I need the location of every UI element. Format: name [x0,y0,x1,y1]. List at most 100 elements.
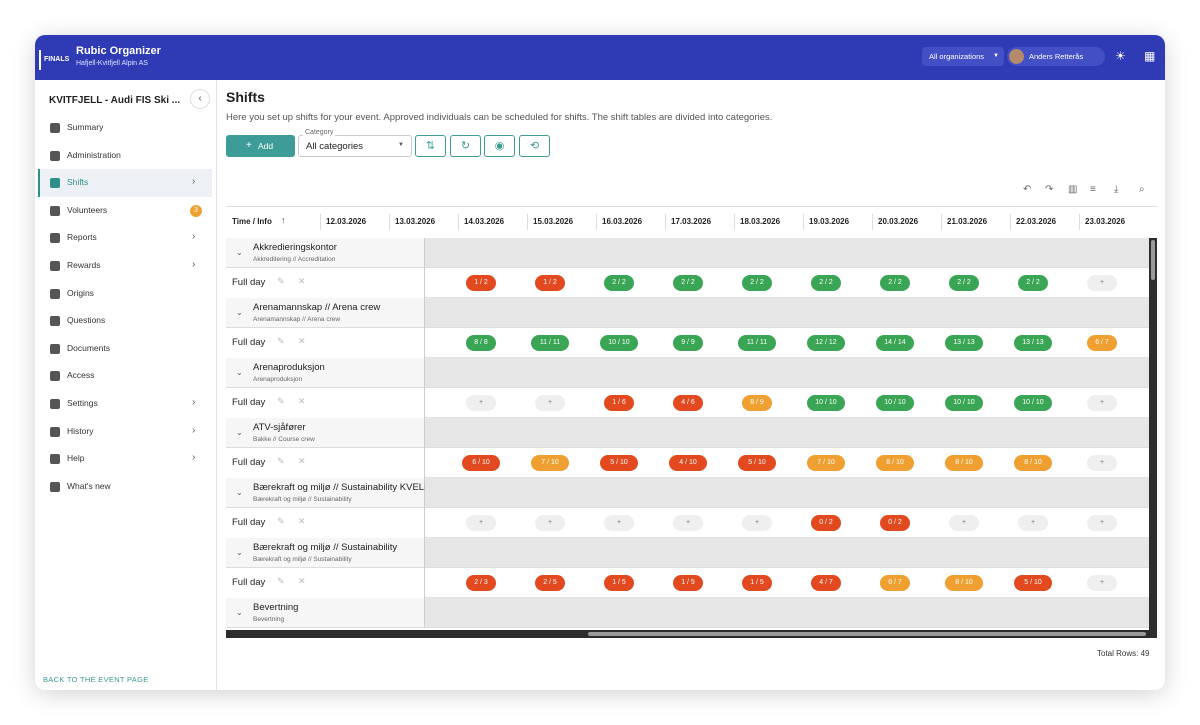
icon-button[interactable]: ↻ [450,135,481,157]
shift-pill[interactable]: 8 / 8 [466,335,496,351]
column-header[interactable]: 17.03.2026 [671,217,712,226]
icon-button[interactable]: ⟲ [519,135,550,157]
delete-icon[interactable]: ✕ [298,336,306,346]
menu-item[interactable]: What's new [67,480,111,491]
delete-icon[interactable]: ✕ [298,276,306,286]
shift-pill[interactable]: 6 / 7 [1087,335,1117,351]
shift-pill[interactable]: 4 / 6 [673,395,703,411]
expand-chevron[interactable]: ⌄ [236,308,243,317]
collapse-button[interactable]: ‹ [190,89,210,109]
add-button[interactable]: Add [226,135,295,157]
shift-pill[interactable]: + [1087,515,1117,531]
delete-icon[interactable]: ✕ [298,516,306,526]
shift-pill[interactable]: + [1087,455,1117,471]
menu-item[interactable]: Summary [67,122,104,132]
toolbar-icon[interactable]: ↷ [1045,184,1054,195]
expand-chevron[interactable]: ⌄ [236,548,243,557]
column-header[interactable]: 23.03.2026 [1085,217,1126,226]
column-header[interactable]: 15.03.2026 [533,217,574,226]
column-header[interactable]: 14.03.2026 [464,217,505,226]
shift-pill[interactable]: + [1018,515,1048,531]
theme-toggle[interactable]: ☀ [1115,49,1126,63]
delete-icon[interactable]: ✕ [298,456,306,466]
shift-pill[interactable]: 8 / 10 [945,455,983,471]
shift-pill[interactable]: 10 / 10 [876,395,914,411]
column-header[interactable]: 20.03.2026 [878,217,919,226]
toolbar-icon[interactable]: ≡ [1090,184,1096,195]
shift-pill[interactable]: + [1087,275,1117,291]
column-header[interactable]: 21.03.2026 [947,217,988,226]
shift-pill[interactable]: 11 / 11 [738,335,776,351]
shift-pill[interactable]: 2 / 2 [604,275,634,291]
shift-pill[interactable]: 10 / 10 [945,395,983,411]
menu-item[interactable]: Shifts [67,177,89,188]
column-header[interactable]: 12.03.2026 [326,217,367,226]
menu-item[interactable]: Help [67,453,85,464]
edit-icon[interactable]: ✎ [277,516,285,526]
menu-item[interactable]: Reports [67,232,97,243]
shift-pill[interactable]: 12 / 12 [807,335,845,351]
expand-chevron[interactable]: ⌄ [236,368,243,377]
shift-pill[interactable]: 2 / 2 [949,275,979,291]
shift-pill[interactable]: 0 / 2 [880,515,910,531]
shift-pill[interactable]: 2 / 2 [742,275,772,291]
category-select[interactable]: All categories [298,135,412,157]
shift-pill[interactable]: + [673,515,703,531]
expand-chevron[interactable]: ⌄ [236,488,243,497]
shift-pill[interactable]: 5 / 10 [600,455,638,471]
toolbar-icon[interactable]: ↶ [1023,184,1032,195]
shift-pill[interactable]: + [604,515,634,531]
column-header[interactable]: 18.03.2026 [740,217,781,226]
shift-pill[interactable]: 2 / 5 [535,575,565,591]
menu-item[interactable]: Volunteers [67,204,108,215]
shift-pill[interactable]: 9 / 9 [673,335,703,351]
icon-button[interactable]: ◉ [484,135,515,157]
column-header[interactable]: 19.03.2026 [809,217,850,226]
shift-pill[interactable]: 13 / 13 [945,335,983,351]
toolbar-icon[interactable]: ▥ [1068,184,1078,195]
expand-chevron[interactable]: ⌄ [236,248,243,257]
shift-pill[interactable]: 2 / 3 [466,575,496,591]
column-header[interactable]: Time / Info [232,217,272,226]
menu-item[interactable]: Administration [67,149,121,160]
shift-pill[interactable]: 4 / 7 [811,575,841,591]
menu-item[interactable]: Origins [67,287,94,298]
shift-pill[interactable]: 1 / 6 [604,395,634,411]
shift-pill[interactable]: 2 / 2 [811,275,841,291]
delete-icon[interactable]: ✕ [298,576,306,586]
shift-pill[interactable]: 6 / 7 [880,575,910,591]
shift-pill[interactable]: 8 / 10 [945,575,983,591]
org-select[interactable]: All organizations ▼ [922,47,1004,66]
delete-icon[interactable]: ✕ [298,396,306,406]
menu-item[interactable]: Documents [67,342,110,353]
column-header[interactable]: 13.03.2026 [395,217,436,226]
shift-pill[interactable]: + [466,515,496,531]
expand-chevron[interactable]: ⌄ [236,608,243,617]
shift-pill[interactable]: 6 / 10 [462,455,500,471]
user-menu[interactable]: Anders Retterås [1007,47,1105,66]
shift-pill[interactable]: + [535,395,565,411]
shift-pill[interactable]: 2 / 2 [1018,275,1048,291]
shift-pill[interactable]: 14 / 14 [876,335,914,351]
edit-icon[interactable]: ✎ [277,576,285,586]
menu-item[interactable]: Access [67,370,95,381]
menu-item[interactable]: Settings [67,398,98,408]
column-header[interactable]: 16.03.2026 [602,217,643,226]
shift-pill[interactable]: 0 / 2 [811,515,841,531]
shift-pill[interactable]: + [742,515,772,531]
shift-pill[interactable]: + [535,515,565,531]
shift-pill[interactable]: 1 / 2 [535,275,565,291]
shift-pill[interactable]: 7 / 10 [531,455,569,471]
shift-pill[interactable]: + [1087,575,1117,591]
shift-pill[interactable]: 10 / 10 [1014,395,1052,411]
shift-pill[interactable]: 1 / 5 [742,575,772,591]
shift-pill[interactable]: + [466,395,496,411]
shift-pill[interactable]: 5 / 10 [738,455,776,471]
back-link[interactable]: BACK TO THE EVENT PAGE [43,675,149,684]
shift-pill[interactable]: 1 / 5 [673,575,703,591]
menu-item[interactable]: Questions [67,315,106,326]
edit-icon[interactable]: ✎ [277,396,285,406]
shift-pill[interactable]: 1 / 2 [466,275,496,291]
icon-button[interactable]: ⇅ [415,135,446,157]
toolbar-icon[interactable]: ⤓ [1114,184,1119,195]
